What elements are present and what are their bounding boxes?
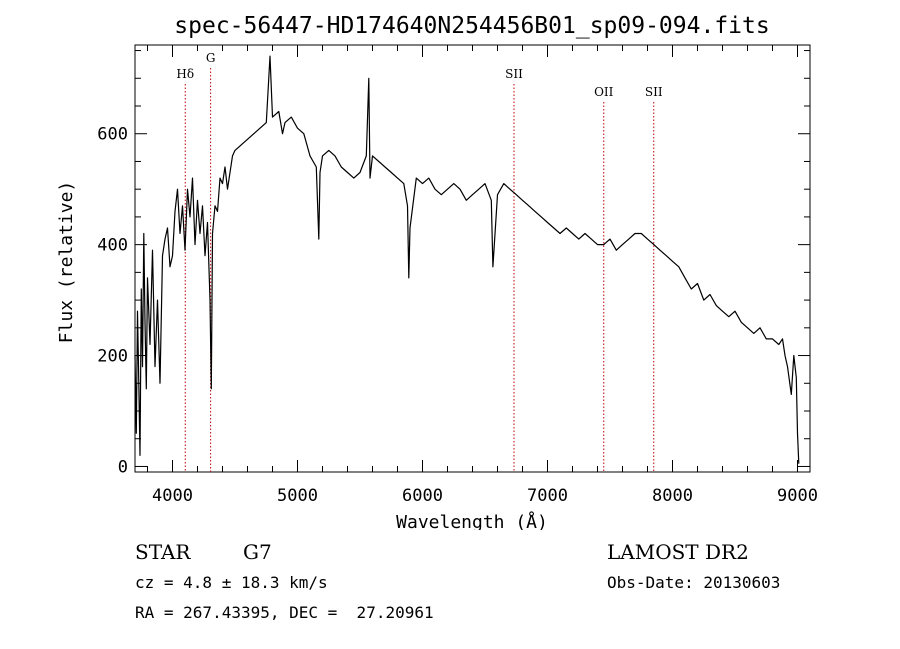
y-tick-label: 0	[118, 457, 128, 477]
y-tick-label: 200	[97, 347, 128, 367]
survey-name: LAMOST DR2	[607, 540, 749, 564]
spectral-line-label: Hδ	[176, 67, 194, 81]
spectrum-line	[134, 55, 800, 464]
x-tick-label: 7000	[527, 486, 568, 506]
plot-frame	[134, 44, 811, 473]
x-tick-label: 9000	[777, 486, 818, 506]
y-tick-label: 400	[97, 236, 128, 256]
axis-ticks: 4000 5000 6000 7000 8000 9000 0 200 400 600	[97, 45, 818, 506]
spectral-line-label: SII	[505, 67, 523, 81]
spectral-line-label: G	[206, 51, 216, 65]
x-tick-label: 8000	[652, 486, 693, 506]
redshift-value: cz = 4.8 ± 18.3 km/s	[135, 573, 328, 592]
spectral-line-markers: Hδ G SII OII SII	[176, 51, 663, 472]
x-tick-label: 6000	[402, 486, 443, 506]
x-tick-label: 5000	[277, 486, 318, 506]
x-tick-label: 4000	[152, 486, 193, 506]
y-tick-label: 600	[97, 125, 128, 145]
coordinates: RA = 267.43395, DEC = 27.20961	[135, 603, 434, 622]
object-subclass: G7	[243, 540, 272, 564]
spectrum-chart: spec-56447-HD174640N254456B01_sp09-094.f…	[56, 13, 818, 530]
spectral-line-label: SII	[645, 85, 663, 99]
x-axis-label: Wavelength (Å)	[396, 511, 548, 530]
observation-date: Obs-Date: 20130603	[607, 573, 781, 592]
object-class: STAR	[135, 540, 191, 564]
y-axis-label: Flux (relative)	[56, 181, 77, 344]
chart-title: spec-56447-HD174640N254456B01_sp09-094.f…	[174, 13, 769, 39]
spectrum-series	[134, 55, 800, 464]
spectral-line-label: OII	[594, 85, 614, 99]
